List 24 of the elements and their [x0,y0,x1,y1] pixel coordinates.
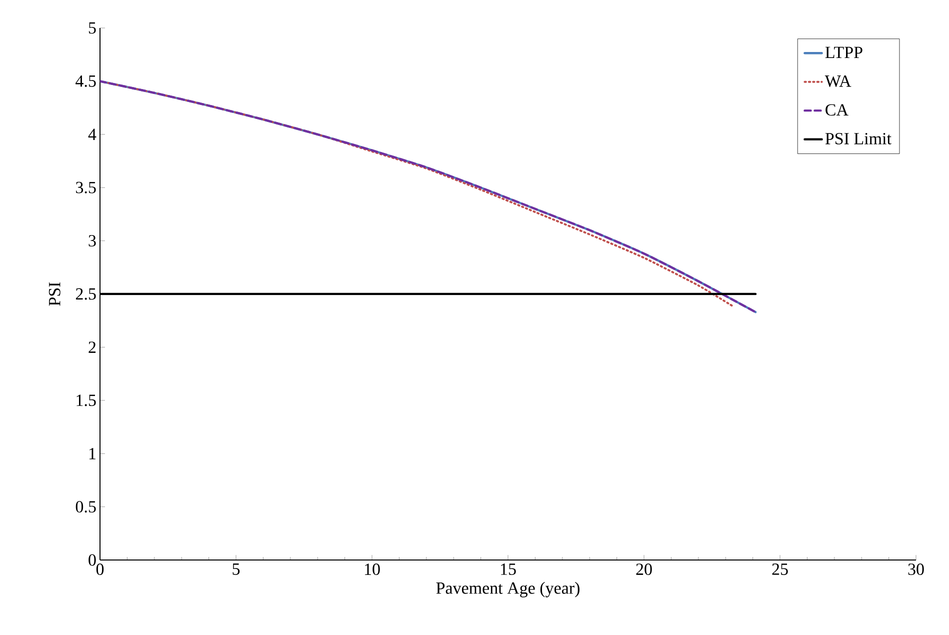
x-tick-label: 25 [772,564,788,575]
y-tick-label: 3.5 [76,182,96,194]
y-tick-label: 2.5 [76,288,96,300]
x-tick-label: 15 [500,564,516,575]
x-axis-title: Pavement Age (year) [436,582,580,598]
y-tick-label: 1 [89,448,96,460]
x-tick-label: 10 [364,564,380,576]
y-tick-label: 0.5 [76,501,96,513]
y-tick-label: 0 [88,554,96,566]
legend-label: LTPP [825,46,862,58]
y-tick-label: 3 [88,235,96,247]
y-tick-label: 5 [88,22,96,34]
x-tick-label: 20 [636,564,652,576]
y-axis-title: PSI [48,282,60,306]
y-tick-label: 4.5 [76,75,96,87]
x-tick-label: 0 [96,564,104,576]
y-tick-label: 1.5 [76,394,96,406]
x-tick-label: 30 [908,564,924,576]
legend-label: WA [824,75,852,87]
legend-label: CA [826,104,848,116]
legend-label: PSI Limit [825,132,892,144]
x-tick-label: 5 [232,564,240,575]
y-tick-label: 2 [88,342,96,353]
y-tick-label: 4 [88,128,96,140]
